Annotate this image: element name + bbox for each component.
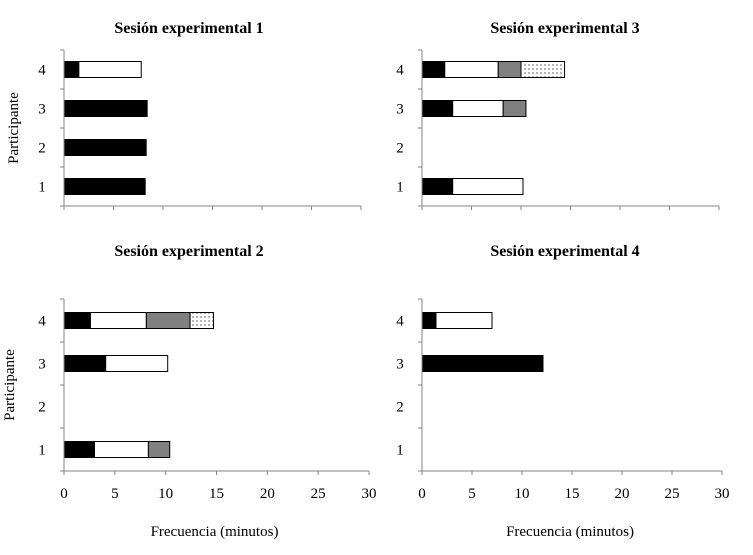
x-tick-label: 15: [565, 486, 580, 502]
x-axis-label: Frecuencia (minutos): [506, 524, 634, 540]
bar-segment-p3-solid-black: [63, 100, 148, 117]
y-tick-label: 2: [38, 141, 46, 157]
bar-segment-p1-solid-black: [63, 178, 146, 195]
y-tick-label: 4: [396, 63, 404, 79]
chart-panel-2: Sesión experimental 3 1 2 3 4: [396, 20, 720, 210]
bar-segment-p4-gray: [497, 61, 522, 78]
x-tick-label: 10: [515, 486, 530, 502]
y-tick-label: 1: [38, 180, 46, 196]
bar-segment-p3-solid-black: [421, 355, 544, 372]
x-tick-label: 30: [362, 486, 377, 502]
chart-panels: Sesión experimental 11234ParticipanteSes…: [2, 20, 730, 540]
bar-segment-p1-gray: [147, 441, 171, 458]
bar-segment-p1-white: [94, 441, 149, 458]
bar-segment-p3-white: [452, 100, 504, 117]
x-tick-label: 25: [311, 486, 326, 502]
x-tick-label: 20: [260, 486, 275, 502]
y-tick-label: 4: [38, 63, 46, 79]
bar-segment-p4-solid-black: [63, 312, 91, 329]
bar-segment-p4-white: [89, 312, 147, 329]
chart-title: Sesión experimental 3: [490, 20, 639, 37]
bar-segment-p1-solid-black: [63, 441, 95, 458]
x-tick-label: 10: [158, 486, 173, 502]
y-tick-label: 1: [38, 443, 46, 459]
x-tick-label: 20: [615, 486, 630, 502]
y-tick-label: 2: [396, 141, 404, 157]
bar-segment-p4-dotted: [520, 61, 566, 78]
y-tick-label: 1: [396, 180, 404, 196]
x-tick-label: 5: [468, 486, 476, 502]
y-tick-label: 4: [396, 314, 404, 330]
y-tick-label: 2: [396, 400, 404, 416]
chart-title: Sesión experimental 2: [114, 243, 263, 260]
chart-panel-3: Sesión experimental 2 1 2 3 4 0 5 10 15 20 25 30 Par…: [2, 243, 377, 540]
y-tick-label: 3: [38, 357, 46, 373]
y-tick-label: 1: [396, 443, 404, 459]
x-tick-label: 25: [665, 486, 680, 502]
bar-segment-p3-white: [105, 355, 169, 372]
chart-panel-4: Sesión experimental 4 1 2 3 4 0 5 10 15 20 25 30 Fre…: [396, 243, 729, 540]
bar-segment-p1-solid-black: [421, 178, 454, 195]
y-axis-label: Participante: [2, 349, 18, 421]
bar-segment-p4-solid-black: [421, 61, 446, 78]
y-tick-label: 4: [38, 314, 46, 330]
bar-segment-p3-gray: [502, 100, 527, 117]
bar-segment-p1-white: [452, 178, 524, 195]
y-tick-label: 3: [396, 102, 404, 118]
y-axis-label: Participante: [6, 92, 22, 164]
x-tick-label: 0: [60, 486, 68, 502]
bar-segment-p3-solid-black: [63, 355, 107, 372]
bar-segment-p4-white: [78, 61, 142, 78]
y-tick-label: 2: [38, 400, 46, 416]
bar-segment-p4-solid-black: [421, 312, 437, 329]
bar-segment-p4-gray: [145, 312, 191, 329]
x-axis-label: Frecuencia (minutos): [151, 524, 279, 540]
bar-segment-p4-dotted: [189, 312, 214, 329]
bar-segment-p4-solid-black: [63, 61, 80, 78]
x-tick-label: 0: [418, 486, 426, 502]
y-tick-label: 3: [396, 357, 404, 373]
bar-segment-p4-white: [435, 312, 493, 329]
bar-segment-p3-solid-black: [421, 100, 454, 117]
bar-segment-p4-white: [444, 61, 499, 78]
chart-title: Sesión experimental 1: [114, 20, 263, 37]
bar-segment-p2-solid-black: [63, 139, 147, 156]
chart-title: Sesión experimental 4: [490, 243, 639, 260]
y-tick-label: 3: [38, 102, 46, 118]
chart-panel-1: Sesión experimental 1 1 2 3 4 Participante: [6, 20, 362, 210]
x-tick-label: 5: [111, 486, 119, 502]
x-tick-label: 30: [715, 486, 730, 502]
x-tick-label: 15: [209, 486, 224, 502]
